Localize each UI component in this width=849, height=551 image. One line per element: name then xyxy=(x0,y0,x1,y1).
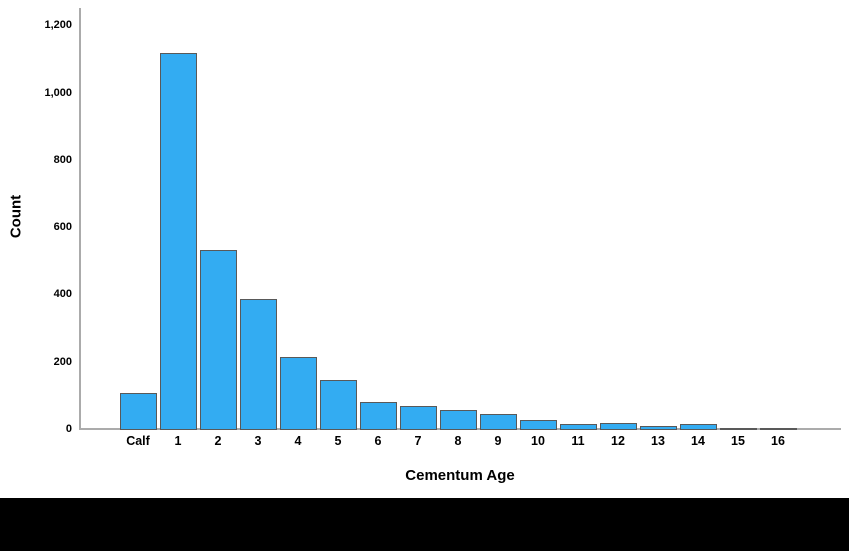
y-tick-label: 0 xyxy=(65,423,72,435)
bar-4 xyxy=(279,356,317,430)
x-tick-label: 16 xyxy=(771,434,785,448)
footer-black-strip xyxy=(0,498,849,551)
bar-1 xyxy=(159,53,197,430)
bar-2 xyxy=(199,249,237,430)
bar-9 xyxy=(479,414,517,430)
bar-5 xyxy=(319,379,357,430)
x-tick-label: 10 xyxy=(531,434,545,448)
y-tick-label: 1,200 xyxy=(44,19,72,32)
bar-10 xyxy=(519,419,557,430)
bar-6 xyxy=(359,402,397,430)
x-tick-label: 2 xyxy=(214,434,222,448)
y-tick-label: 800 xyxy=(53,153,72,166)
bar-7 xyxy=(399,406,437,430)
x-axis-title: Cementum Age xyxy=(405,467,515,484)
x-tick-label: 11 xyxy=(571,434,585,448)
x-tick-label: 15 xyxy=(731,434,745,448)
bar-16 xyxy=(759,428,797,431)
bar-14 xyxy=(679,424,717,430)
y-tick-label: 200 xyxy=(53,355,72,368)
x-tick-label: 13 xyxy=(651,434,665,448)
bar-12 xyxy=(599,423,637,430)
x-tick-label: 6 xyxy=(374,434,382,448)
x-tick-label: 3 xyxy=(254,434,262,448)
y-tick-label: 600 xyxy=(53,221,72,234)
x-tick-label: 1 xyxy=(174,434,182,448)
x-tick-label: 7 xyxy=(414,434,422,448)
bar-3 xyxy=(239,298,277,430)
x-tick-label: 12 xyxy=(611,434,625,448)
x-tick-label: 8 xyxy=(454,434,462,448)
bar-13 xyxy=(639,425,677,430)
bar-11 xyxy=(559,423,597,430)
bar-8 xyxy=(439,410,477,430)
y-tick-label: 1,000 xyxy=(44,86,72,99)
x-tick-label: 4 xyxy=(294,434,302,448)
bar-15 xyxy=(719,427,757,430)
x-tick-label: 14 xyxy=(691,434,705,448)
x-tick-label: Calf xyxy=(126,434,150,448)
x-tick-label: 5 xyxy=(334,434,342,448)
y-axis-line xyxy=(79,8,81,430)
bar-Calf xyxy=(119,392,157,430)
y-tick-label: 400 xyxy=(53,288,72,301)
x-tick-label: 9 xyxy=(494,434,502,448)
